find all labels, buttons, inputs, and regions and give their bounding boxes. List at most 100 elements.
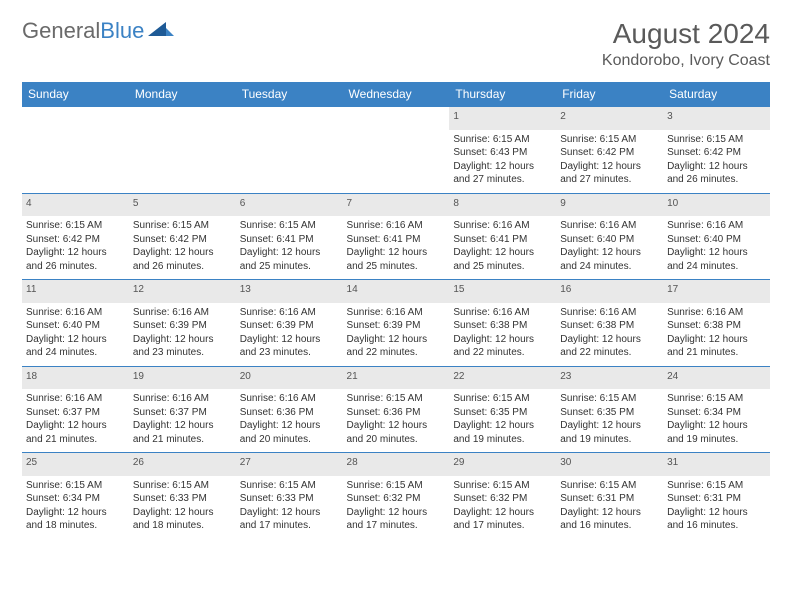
sunrise-text: Sunrise: 6:16 AM	[347, 306, 446, 320]
sunrise-text: Sunrise: 6:15 AM	[347, 479, 446, 493]
daylight-text: Daylight: 12 hours and 22 minutes.	[347, 333, 446, 360]
sunrise-text: Sunrise: 6:15 AM	[26, 219, 125, 233]
logo-mark-icon	[148, 22, 174, 40]
day-number-cell: 29	[449, 453, 556, 476]
sunrise-text: Sunrise: 6:16 AM	[453, 306, 552, 320]
sunrise-text: Sunrise: 6:16 AM	[560, 306, 659, 320]
sunset-text: Sunset: 6:33 PM	[240, 492, 339, 506]
day-details-cell: Sunrise: 6:15 AMSunset: 6:33 PMDaylight:…	[129, 476, 236, 539]
weekday-header-row: Sunday Monday Tuesday Wednesday Thursday…	[22, 82, 770, 107]
sunset-text: Sunset: 6:42 PM	[560, 146, 659, 160]
sunset-text: Sunset: 6:37 PM	[26, 406, 125, 420]
day-details-cell: Sunrise: 6:15 AMSunset: 6:42 PMDaylight:…	[129, 216, 236, 280]
sunset-text: Sunset: 6:40 PM	[667, 233, 766, 247]
sunset-text: Sunset: 6:33 PM	[133, 492, 232, 506]
day-details-cell: Sunrise: 6:15 AMSunset: 6:42 PMDaylight:…	[22, 216, 129, 280]
sunrise-text: Sunrise: 6:15 AM	[347, 392, 446, 406]
day-number-cell: 21	[343, 366, 450, 389]
sunset-text: Sunset: 6:37 PM	[133, 406, 232, 420]
day-number-cell: 9	[556, 193, 663, 216]
month-title: August 2024	[602, 18, 770, 50]
sunrise-text: Sunrise: 6:16 AM	[240, 306, 339, 320]
sunset-text: Sunset: 6:42 PM	[133, 233, 232, 247]
logo-word2: Blue	[100, 18, 144, 43]
sunrise-text: Sunrise: 6:15 AM	[240, 479, 339, 493]
daylight-text: Daylight: 12 hours and 25 minutes.	[347, 246, 446, 273]
day-details-cell: Sunrise: 6:15 AMSunset: 6:31 PMDaylight:…	[556, 476, 663, 539]
day-number-cell: 13	[236, 280, 343, 303]
day-details-cell	[343, 130, 450, 194]
day-number: 15	[453, 284, 464, 295]
sunrise-text: Sunrise: 6:16 AM	[560, 219, 659, 233]
sunrise-text: Sunrise: 6:15 AM	[560, 479, 659, 493]
daylight-text: Daylight: 12 hours and 21 minutes.	[26, 419, 125, 446]
sunset-text: Sunset: 6:36 PM	[240, 406, 339, 420]
day-details-cell: Sunrise: 6:16 AMSunset: 6:41 PMDaylight:…	[343, 216, 450, 280]
sunset-text: Sunset: 6:39 PM	[347, 319, 446, 333]
sunset-text: Sunset: 6:41 PM	[453, 233, 552, 247]
day-number: 8	[453, 198, 459, 209]
day-number-cell: 24	[663, 366, 770, 389]
weekday-header: Monday	[129, 82, 236, 107]
day-number-cell: 16	[556, 280, 663, 303]
day-details-cell: Sunrise: 6:16 AMSunset: 6:40 PMDaylight:…	[663, 216, 770, 280]
day-number-cell: 1	[449, 107, 556, 130]
daylight-text: Daylight: 12 hours and 22 minutes.	[560, 333, 659, 360]
daylight-text: Daylight: 12 hours and 21 minutes.	[133, 419, 232, 446]
day-details-cell: Sunrise: 6:15 AMSunset: 6:32 PMDaylight:…	[343, 476, 450, 539]
day-number: 21	[347, 371, 358, 382]
day-number: 2	[560, 111, 566, 122]
sunset-text: Sunset: 6:34 PM	[667, 406, 766, 420]
day-details-cell: Sunrise: 6:15 AMSunset: 6:42 PMDaylight:…	[663, 130, 770, 194]
sunrise-text: Sunrise: 6:15 AM	[240, 219, 339, 233]
sunrise-text: Sunrise: 6:16 AM	[26, 306, 125, 320]
day-details-cell: Sunrise: 6:16 AMSunset: 6:38 PMDaylight:…	[663, 303, 770, 367]
daylight-text: Daylight: 12 hours and 26 minutes.	[667, 160, 766, 187]
day-number: 29	[453, 457, 464, 468]
sunrise-text: Sunrise: 6:15 AM	[133, 479, 232, 493]
sunrise-text: Sunrise: 6:15 AM	[667, 479, 766, 493]
day-number: 20	[240, 371, 251, 382]
sunrise-text: Sunrise: 6:15 AM	[560, 392, 659, 406]
sunrise-text: Sunrise: 6:15 AM	[133, 219, 232, 233]
day-number-cell: 8	[449, 193, 556, 216]
daylight-text: Daylight: 12 hours and 27 minutes.	[560, 160, 659, 187]
sunrise-text: Sunrise: 6:15 AM	[560, 133, 659, 147]
day-number: 27	[240, 457, 251, 468]
daylight-text: Daylight: 12 hours and 19 minutes.	[560, 419, 659, 446]
day-number-cell	[343, 107, 450, 130]
daylight-text: Daylight: 12 hours and 19 minutes.	[453, 419, 552, 446]
daylight-text: Daylight: 12 hours and 24 minutes.	[667, 246, 766, 273]
day-number: 18	[26, 371, 37, 382]
daylight-text: Daylight: 12 hours and 27 minutes.	[453, 160, 552, 187]
day-number-cell: 12	[129, 280, 236, 303]
daylight-text: Daylight: 12 hours and 23 minutes.	[240, 333, 339, 360]
sunrise-text: Sunrise: 6:16 AM	[453, 219, 552, 233]
daylight-text: Daylight: 12 hours and 17 minutes.	[347, 506, 446, 533]
day-details-cell: Sunrise: 6:15 AMSunset: 6:33 PMDaylight:…	[236, 476, 343, 539]
day-details-row: Sunrise: 6:15 AMSunset: 6:42 PMDaylight:…	[22, 216, 770, 280]
sunrise-text: Sunrise: 6:16 AM	[133, 306, 232, 320]
daylight-text: Daylight: 12 hours and 16 minutes.	[560, 506, 659, 533]
day-number-cell: 6	[236, 193, 343, 216]
sunset-text: Sunset: 6:38 PM	[453, 319, 552, 333]
sunset-text: Sunset: 6:42 PM	[667, 146, 766, 160]
logo: GeneralBlue	[22, 18, 174, 44]
page-header: GeneralBlue August 2024 Kondorobo, Ivory…	[22, 18, 770, 70]
day-number: 7	[347, 198, 353, 209]
day-details-row: Sunrise: 6:16 AMSunset: 6:40 PMDaylight:…	[22, 303, 770, 367]
day-details-cell: Sunrise: 6:16 AMSunset: 6:39 PMDaylight:…	[129, 303, 236, 367]
day-details-cell: Sunrise: 6:16 AMSunset: 6:39 PMDaylight:…	[343, 303, 450, 367]
daylight-text: Daylight: 12 hours and 25 minutes.	[240, 246, 339, 273]
daylight-text: Daylight: 12 hours and 16 minutes.	[667, 506, 766, 533]
day-number: 24	[667, 371, 678, 382]
day-number-cell	[236, 107, 343, 130]
day-number: 9	[560, 198, 566, 209]
day-details-cell: Sunrise: 6:15 AMSunset: 6:35 PMDaylight:…	[556, 389, 663, 453]
daylight-text: Daylight: 12 hours and 26 minutes.	[133, 246, 232, 273]
sunset-text: Sunset: 6:40 PM	[560, 233, 659, 247]
day-details-row: Sunrise: 6:16 AMSunset: 6:37 PMDaylight:…	[22, 389, 770, 453]
day-number: 31	[667, 457, 678, 468]
sunset-text: Sunset: 6:38 PM	[560, 319, 659, 333]
weekday-header: Tuesday	[236, 82, 343, 107]
